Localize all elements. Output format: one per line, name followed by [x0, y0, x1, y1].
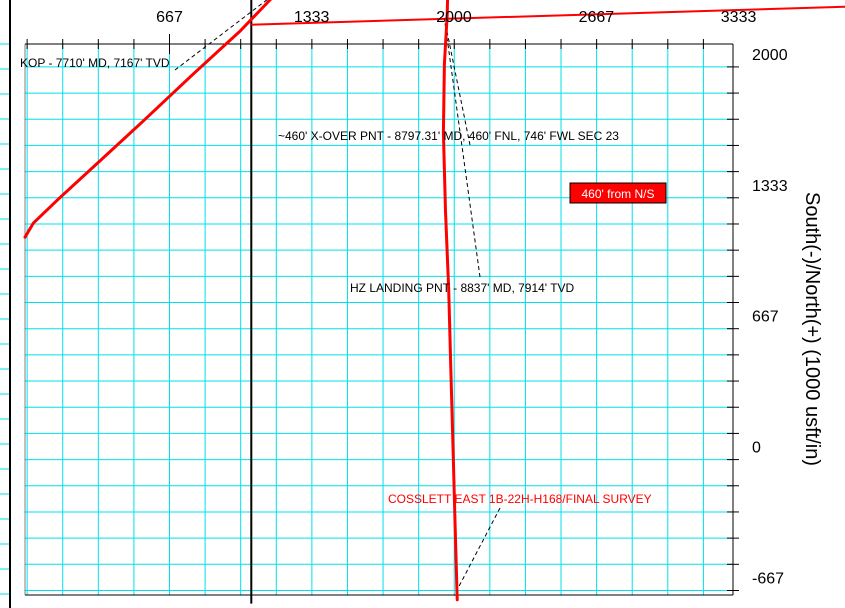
lease-line-3 [251, 5, 845, 26]
lease-lines [250, 0, 845, 604]
grid [25, 44, 733, 595]
y-tick-label: -667 [752, 571, 784, 588]
annotation-label: COSSLETT EAST 1B-22H-H168/FINAL SURVEY [388, 492, 652, 506]
x-tick-label: 667 [156, 9, 183, 26]
y-tick-label: 667 [752, 309, 779, 326]
annotation-label: ~460' X-OVER PNT - 8797.31' MD, 460' FNL… [278, 129, 619, 143]
x-tick-label: 2667 [579, 9, 615, 26]
y-tick-label: 2000 [752, 47, 788, 64]
annotation-leader [443, 18, 481, 278]
annotation-leaders [174, 0, 501, 596]
well-paths [23, 0, 459, 602]
annotation-box [569, 182, 667, 204]
annotation-leader [453, 507, 501, 596]
y-tick-label: 1333 [752, 178, 788, 195]
y-axis-title: South(-)/North(+) (1000 usft/in) [801, 192, 823, 466]
annotation-label: KOP - 7710' MD, 7167' TVD [20, 56, 170, 70]
annotation-leader [443, 18, 471, 146]
x-tick-label: 3333 [721, 9, 757, 26]
y-tick-label: 0 [752, 440, 761, 457]
annotations: KOP - 7710' MD, 7167' TVD ~460' X-OVER PN… [20, 56, 667, 506]
annotation-leader [174, 0, 268, 71]
well-path-1 [23, 0, 459, 602]
annotation-label: 460' from N/S [582, 187, 655, 201]
x-tick-label: 2000 [436, 9, 472, 26]
annotation-label: HZ LANDING PNT - 8837' MD, 7914' TVD [350, 281, 575, 295]
x-tick-label: 1333 [294, 9, 330, 26]
plot-frame [0, 0, 734, 608]
axes: 667 1333 2000 2667 3333 2000 1333 667 0 -667 [26, 9, 788, 591]
